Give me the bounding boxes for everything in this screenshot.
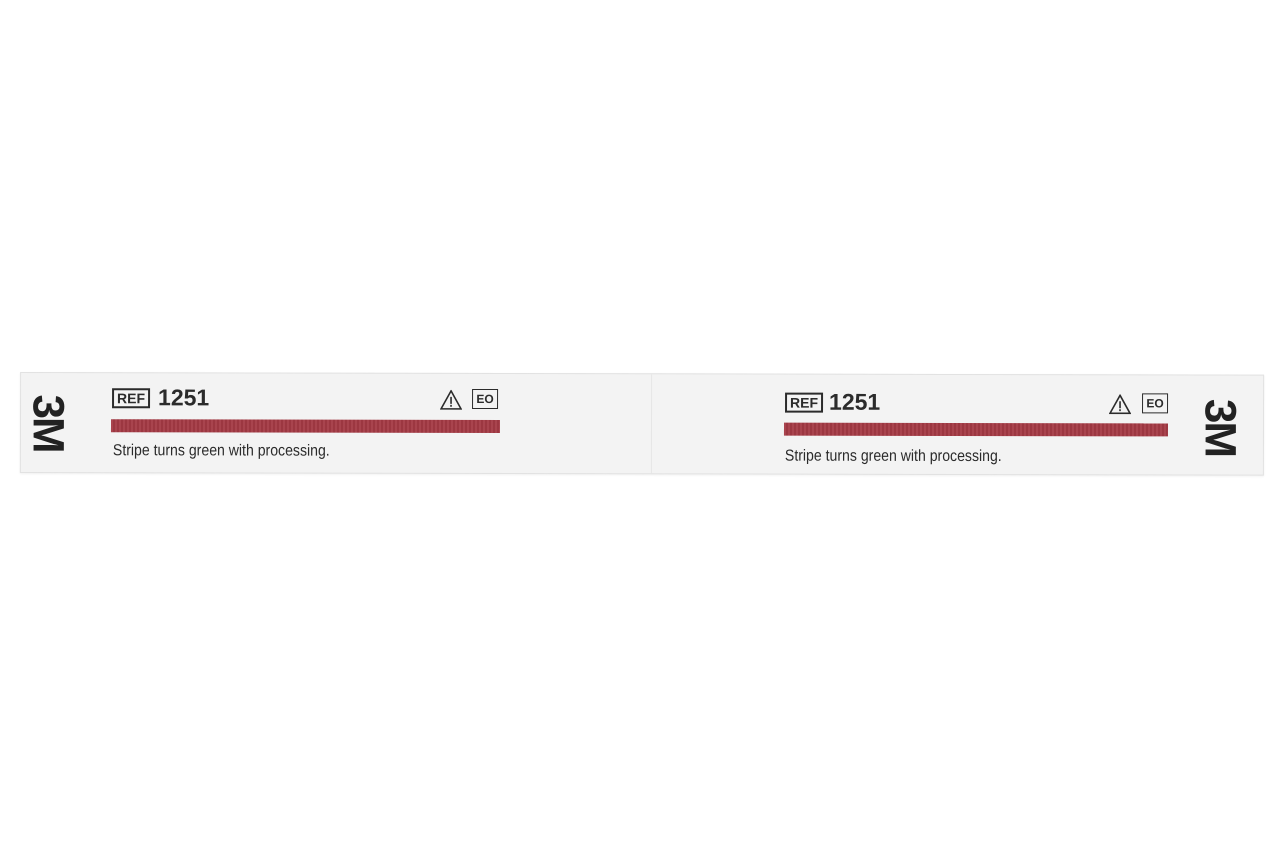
caution-triangle-icon <box>440 389 463 410</box>
stripe-caption: Stripe turns green with processing. <box>784 447 1002 466</box>
ref-number: 1251 <box>158 384 210 411</box>
indicator-stripe <box>110 419 501 434</box>
3m-logo: 3M <box>1195 398 1245 457</box>
perforation-divider <box>650 374 653 474</box>
ref-label: REF <box>785 392 824 413</box>
caution-triangle-icon <box>1109 394 1132 415</box>
stripe-caption: Stripe turns green with processing. <box>112 442 330 460</box>
eo-symbol: EO <box>472 388 499 410</box>
ref-label: REF <box>112 388 151 409</box>
indicator-stripe <box>783 422 1169 437</box>
indicator-strip: 3M REF 1251 EO Stripe turns green with p… <box>19 372 1265 476</box>
3m-logo: 3M <box>23 394 73 452</box>
ref-number: 1251 <box>829 388 881 415</box>
eo-symbol: EO <box>1142 393 1169 414</box>
